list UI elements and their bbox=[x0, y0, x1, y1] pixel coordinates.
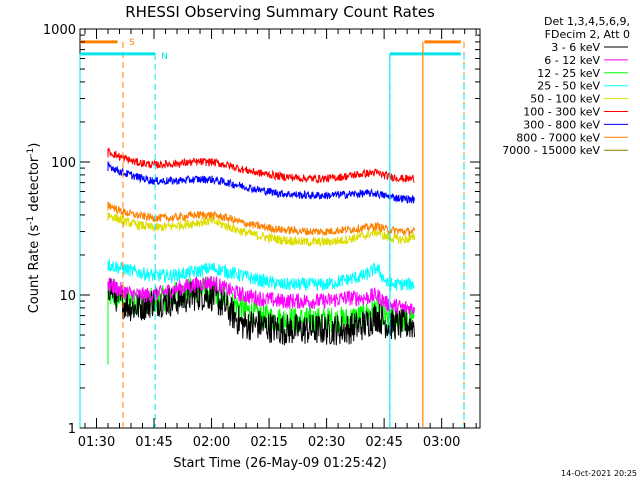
legend-label-4: 50 - 100 keV bbox=[530, 93, 600, 106]
legend-label-6: 300 - 800 keV bbox=[523, 118, 600, 131]
y-tick-label: 100 bbox=[51, 156, 76, 171]
legend-header-line1: Det 1,3,4,5,6,9, bbox=[544, 15, 630, 28]
legend-label-1: 6 - 12 keV bbox=[544, 54, 600, 67]
marker-label-S: S bbox=[129, 38, 135, 48]
legend-header-line2: FDecim 2, Att 0 bbox=[545, 28, 630, 41]
series-trace-0 bbox=[107, 278, 415, 346]
plot-frame bbox=[79, 28, 481, 429]
date-stamp: 14-Oct-2021 20:25 bbox=[561, 469, 637, 478]
x-tick-label: 02:30 bbox=[308, 435, 345, 450]
series-trace-6 bbox=[107, 161, 415, 204]
x-tick-label: 02:45 bbox=[365, 435, 402, 450]
y-axis-label-part1: Count Rate (s bbox=[27, 225, 42, 314]
series-trace-4 bbox=[107, 212, 415, 247]
x-axis-label: Start Time (26-May-09 01:25:42) bbox=[173, 456, 387, 471]
y-tick-label: 1000 bbox=[43, 23, 76, 38]
y-axis-label-part3: ) bbox=[27, 143, 42, 148]
x-tick-label: 02:00 bbox=[193, 435, 230, 450]
legend: Det 1,3,4,5,6,9, FDecim 2, Att 0 3 - 6 k… bbox=[502, 15, 630, 157]
legend-label-7: 800 - 7000 keV bbox=[516, 131, 600, 144]
legend-label-3: 25 - 50 keV bbox=[537, 80, 600, 93]
x-tick-label: 01:30 bbox=[78, 435, 115, 450]
legend-label-0: 3 - 6 keV bbox=[551, 41, 600, 54]
series-trace-3 bbox=[107, 259, 415, 292]
y-axis-label: Count Rate (s-1 detector-1) bbox=[26, 143, 42, 314]
y-tick-label: 10 bbox=[59, 289, 76, 304]
y-tick-label: 1 bbox=[68, 422, 76, 437]
legend-label-2: 12 - 25 keV bbox=[537, 67, 600, 80]
legend-label-5: 100 - 300 keV bbox=[523, 106, 600, 119]
x-tick-label: 02:15 bbox=[250, 435, 287, 450]
y-axis-label-sup1: -1 bbox=[26, 216, 36, 225]
series-trace-7 bbox=[107, 202, 415, 237]
y-axis-label-sup2: -1 bbox=[26, 148, 36, 157]
x-tick-label: 03:00 bbox=[423, 435, 460, 450]
series-trace-1 bbox=[107, 275, 415, 316]
marker-label-N: N bbox=[161, 52, 168, 62]
series-trace-5 bbox=[107, 147, 415, 184]
y-axis-label-part2: detector bbox=[27, 156, 42, 216]
chart-title: RHESSI Observing Summary Count Rates bbox=[125, 3, 435, 21]
legend-label-8: 7000 - 15000 keV bbox=[502, 144, 600, 157]
x-tick-label: 01:45 bbox=[135, 435, 172, 450]
